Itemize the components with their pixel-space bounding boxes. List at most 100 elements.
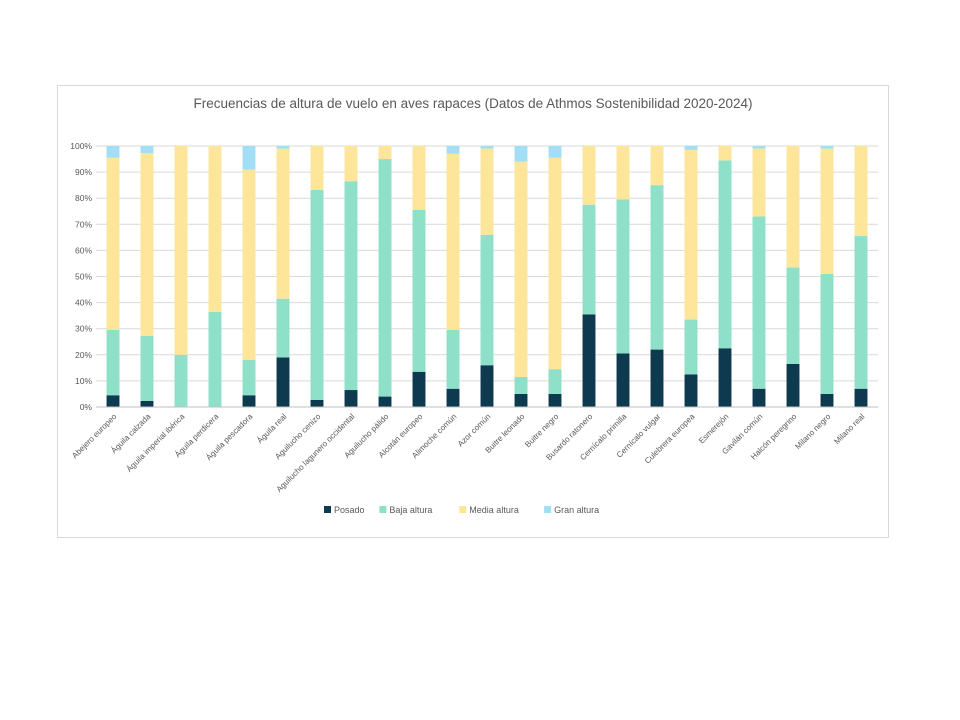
legend-label: Posado bbox=[334, 505, 365, 515]
bar-segment-media-altura bbox=[310, 146, 324, 190]
legend-label: Gran altura bbox=[554, 505, 599, 515]
y-tick-label: 60% bbox=[75, 245, 92, 255]
x-category-label: Águila imperial ibérica bbox=[125, 412, 187, 474]
bar-segment-media-altura bbox=[582, 146, 596, 205]
bar-segment-media-altura bbox=[650, 146, 664, 186]
bar-segment-posado bbox=[582, 314, 596, 407]
legend-item-posado: Posado bbox=[324, 505, 365, 515]
bar-segment-baja-altura bbox=[378, 159, 392, 397]
bar-segment-media-altura bbox=[242, 169, 256, 361]
bar-segment-posado bbox=[684, 374, 698, 407]
bar-segment-media-altura bbox=[174, 146, 188, 355]
legend-swatch bbox=[459, 506, 467, 513]
bar-segment-gran-altura bbox=[548, 146, 562, 158]
y-tick-label: 0% bbox=[80, 402, 93, 412]
bar-segment-baja-altura bbox=[106, 330, 120, 396]
bar-segment-media-altura bbox=[106, 157, 120, 331]
bar-segment-posado bbox=[718, 348, 732, 407]
bar-segment-baja-altura bbox=[208, 311, 222, 407]
bar-segment-posado bbox=[242, 395, 256, 407]
x-category-label: Abejero europeo bbox=[70, 412, 119, 461]
bar-segment-baja-altura bbox=[650, 185, 664, 350]
legend-label: Media altura bbox=[469, 505, 519, 515]
bar-segment-media-altura bbox=[480, 148, 494, 235]
y-tick-label: 80% bbox=[75, 193, 92, 203]
x-category-label: Esmerejón bbox=[697, 412, 730, 445]
legend-swatch bbox=[379, 506, 387, 513]
bar-segment-gran-altura bbox=[106, 146, 120, 158]
bar-segment-baja-altura bbox=[820, 273, 834, 394]
chart-frame: Frecuencias de altura de vuelo en aves r… bbox=[57, 85, 889, 538]
bar-segment-media-altura bbox=[412, 146, 426, 210]
stacked-bar-chart: 0% 10% 20% 30% 40% 50% 60% 70% 80% 90% 100% Abejer… bbox=[70, 141, 878, 515]
legend-label: Baja altura bbox=[389, 505, 432, 515]
bar-segment-baja-altura bbox=[242, 360, 256, 396]
bar-segment-posado bbox=[752, 388, 766, 407]
bar-segment-posado bbox=[514, 393, 528, 407]
y-tick-label: 10% bbox=[75, 376, 92, 386]
x-category-label: Milano real bbox=[832, 412, 866, 446]
x-category-label: Azor común bbox=[456, 412, 493, 449]
bar-segment-baja-altura bbox=[752, 216, 766, 389]
y-tick-label: 20% bbox=[75, 350, 92, 360]
bar-segment-baja-altura bbox=[276, 298, 290, 358]
bar-segment-baja-altura bbox=[854, 236, 868, 389]
bar-segment-baja-altura bbox=[310, 189, 324, 400]
y-tick-label: 70% bbox=[75, 219, 92, 229]
bar-segment-media-altura bbox=[548, 157, 562, 370]
x-category-label: Milano negro bbox=[793, 412, 832, 451]
bar-segment-baja-altura bbox=[616, 199, 630, 354]
bar-segment-media-altura bbox=[514, 161, 528, 377]
bar-segment-posado bbox=[140, 400, 154, 407]
bar-segment-posado bbox=[446, 388, 460, 407]
bar-segment-gran-altura bbox=[752, 146, 766, 149]
bar-segment-posado bbox=[344, 390, 358, 407]
bar-segment-posado bbox=[616, 353, 630, 407]
bar-segment-baja-altura bbox=[786, 267, 800, 364]
bar-segment-media-altura bbox=[820, 148, 834, 274]
bar-segment-gran-altura bbox=[140, 146, 154, 154]
legend-item-media-altura: Media altura bbox=[459, 505, 519, 515]
bar-segment-posado bbox=[854, 388, 868, 407]
bar-segment-baja-altura bbox=[446, 330, 460, 389]
bar-segment-gran-altura bbox=[684, 146, 698, 150]
bar-segment-posado bbox=[378, 396, 392, 407]
bar-segment-gran-altura bbox=[480, 146, 494, 149]
y-tick-label: 50% bbox=[75, 272, 92, 282]
bar-segment-gran-altura bbox=[514, 146, 528, 162]
legend-item-gran-altura: Gran altura bbox=[544, 505, 599, 515]
bar-segment-posado bbox=[412, 371, 426, 407]
bar-segment-gran-altura bbox=[446, 146, 460, 154]
bar-segment-posado bbox=[106, 395, 120, 407]
bar-segment-baja-altura bbox=[582, 204, 596, 315]
y-tick-label: 100% bbox=[70, 141, 92, 151]
bar-segment-baja-altura bbox=[548, 369, 562, 394]
bar-segment-media-altura bbox=[140, 153, 154, 336]
bar-segment-media-altura bbox=[276, 148, 290, 299]
bar-segment-baja-altura bbox=[684, 319, 698, 375]
bar-segment-baja-altura bbox=[412, 209, 426, 372]
bar-segment-media-altura bbox=[378, 146, 392, 160]
bar-segment-baja-altura bbox=[718, 160, 732, 349]
bar-segment-media-altura bbox=[684, 149, 698, 320]
bar-segment-gran-altura bbox=[276, 146, 290, 149]
bar-segment-posado bbox=[480, 365, 494, 407]
bar-segment-posado bbox=[786, 363, 800, 407]
y-tick-label: 30% bbox=[75, 324, 92, 334]
bar-segment-media-altura bbox=[208, 146, 222, 312]
bar-segment-gran-altura bbox=[242, 146, 256, 170]
bar-segment-media-altura bbox=[616, 146, 630, 200]
bar-segment-baja-altura bbox=[140, 335, 154, 401]
bar-segment-baja-altura bbox=[174, 354, 188, 407]
legend-swatch bbox=[324, 506, 331, 513]
bar-segment-gran-altura bbox=[820, 146, 834, 149]
bar-segment-media-altura bbox=[854, 146, 868, 237]
bar-segment-posado bbox=[820, 393, 834, 407]
bar-segment-posado bbox=[548, 393, 562, 407]
bar-segment-posado bbox=[276, 357, 290, 407]
y-tick-label: 90% bbox=[75, 167, 92, 177]
bar-segment-posado bbox=[650, 349, 664, 407]
bar-segment-media-altura bbox=[718, 146, 732, 161]
bar-segment-posado bbox=[310, 399, 324, 407]
bar-segment-baja-altura bbox=[480, 234, 494, 366]
